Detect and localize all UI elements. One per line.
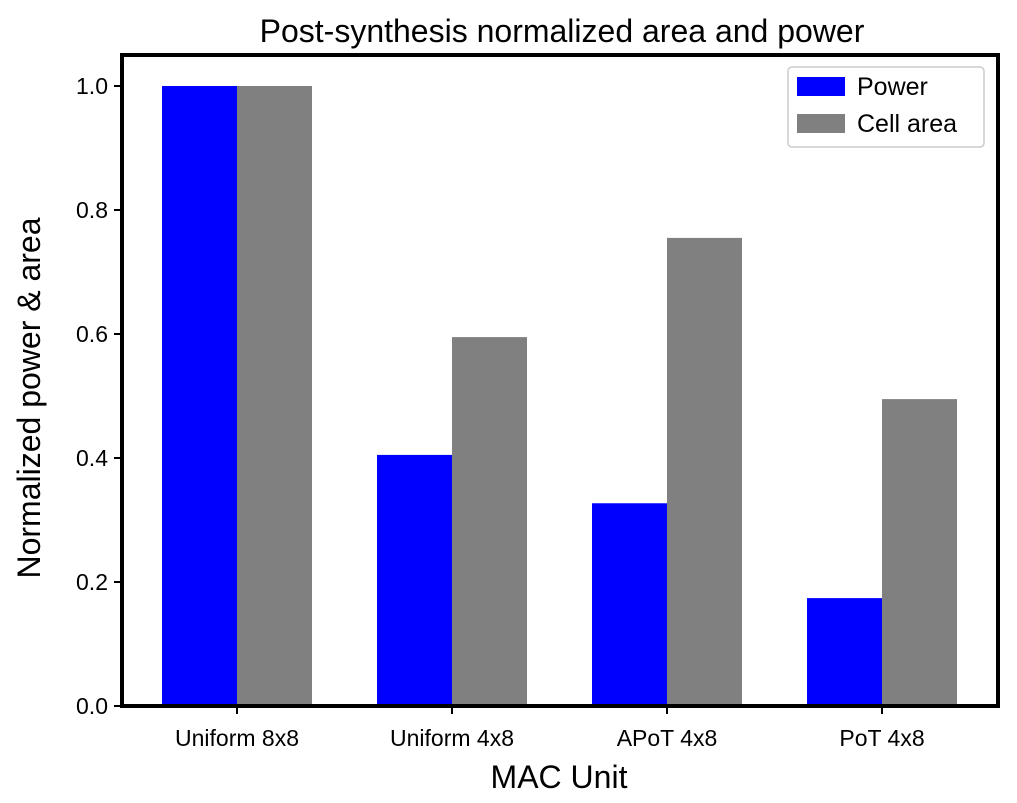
bar-power-apot-4x8 (592, 503, 667, 706)
bar-cell-area-apot-4x8 (667, 237, 742, 706)
x-tick-label-apot-4x8: APoT 4x8 (617, 725, 718, 751)
plot-frame (120, 53, 1000, 708)
x-tick-label-uniform-8x8: Uniform 8x8 (175, 725, 299, 751)
y-tick-label: 0.4 (76, 445, 108, 471)
bars-group (162, 86, 957, 706)
chart-title: Post-synthesis normalized area and power (260, 13, 865, 49)
x-tick-label-pot-4x8: PoT 4x8 (839, 725, 924, 751)
y-tick-label: 0.8 (76, 197, 108, 223)
legend-swatch-cell-area (797, 114, 845, 133)
bar-power-uniform-4x8 (377, 454, 452, 706)
y-tick-label: 0.0 (76, 693, 108, 719)
x-ticks-group: Uniform 8x8 Uniform 4x8 APoT 4x8 PoT 4x8 (175, 706, 925, 751)
bar-cell-area-pot-4x8 (882, 399, 957, 706)
y-tick-label: 0.2 (76, 569, 108, 595)
y-tick-label: 0.6 (76, 321, 108, 347)
legend-label-power: Power (857, 73, 928, 101)
legend-swatch-power (797, 77, 845, 96)
bar-power-uniform-8x8 (162, 86, 237, 706)
y-axis-label: Normalized power & area (11, 217, 47, 578)
x-tick-label-uniform-4x8: Uniform 4x8 (390, 725, 514, 751)
x-axis-label: MAC Unit (491, 759, 628, 795)
legend-label-cell-area: Cell area (857, 110, 957, 138)
bar-cell-area-uniform-4x8 (452, 337, 527, 706)
bar-power-pot-4x8 (807, 598, 882, 706)
bar-cell-area-uniform-8x8 (237, 86, 312, 706)
legend: Power Cell area (787, 66, 985, 148)
y-ticks-group: 0.0 0.2 0.4 0.6 0.8 1.0 (76, 73, 122, 719)
y-tick-label: 1.0 (76, 73, 108, 99)
